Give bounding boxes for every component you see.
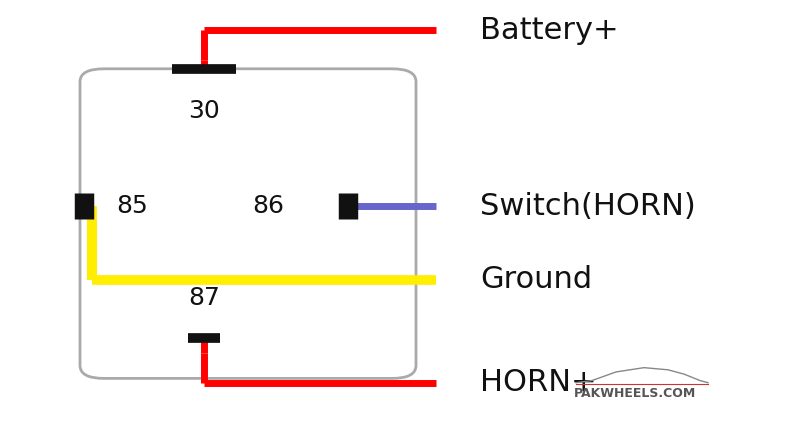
FancyBboxPatch shape	[80, 69, 416, 378]
Text: 30: 30	[188, 99, 220, 123]
Text: 85: 85	[116, 194, 148, 218]
Text: PAKWHEELS.COM: PAKWHEELS.COM	[574, 387, 696, 400]
Text: 87: 87	[188, 286, 220, 310]
Text: Battery+: Battery+	[480, 15, 618, 45]
Text: HORN+: HORN+	[480, 368, 597, 397]
Text: 86: 86	[252, 194, 284, 218]
Text: Ground: Ground	[480, 265, 592, 294]
Text: Switch(HORN): Switch(HORN)	[480, 192, 696, 221]
